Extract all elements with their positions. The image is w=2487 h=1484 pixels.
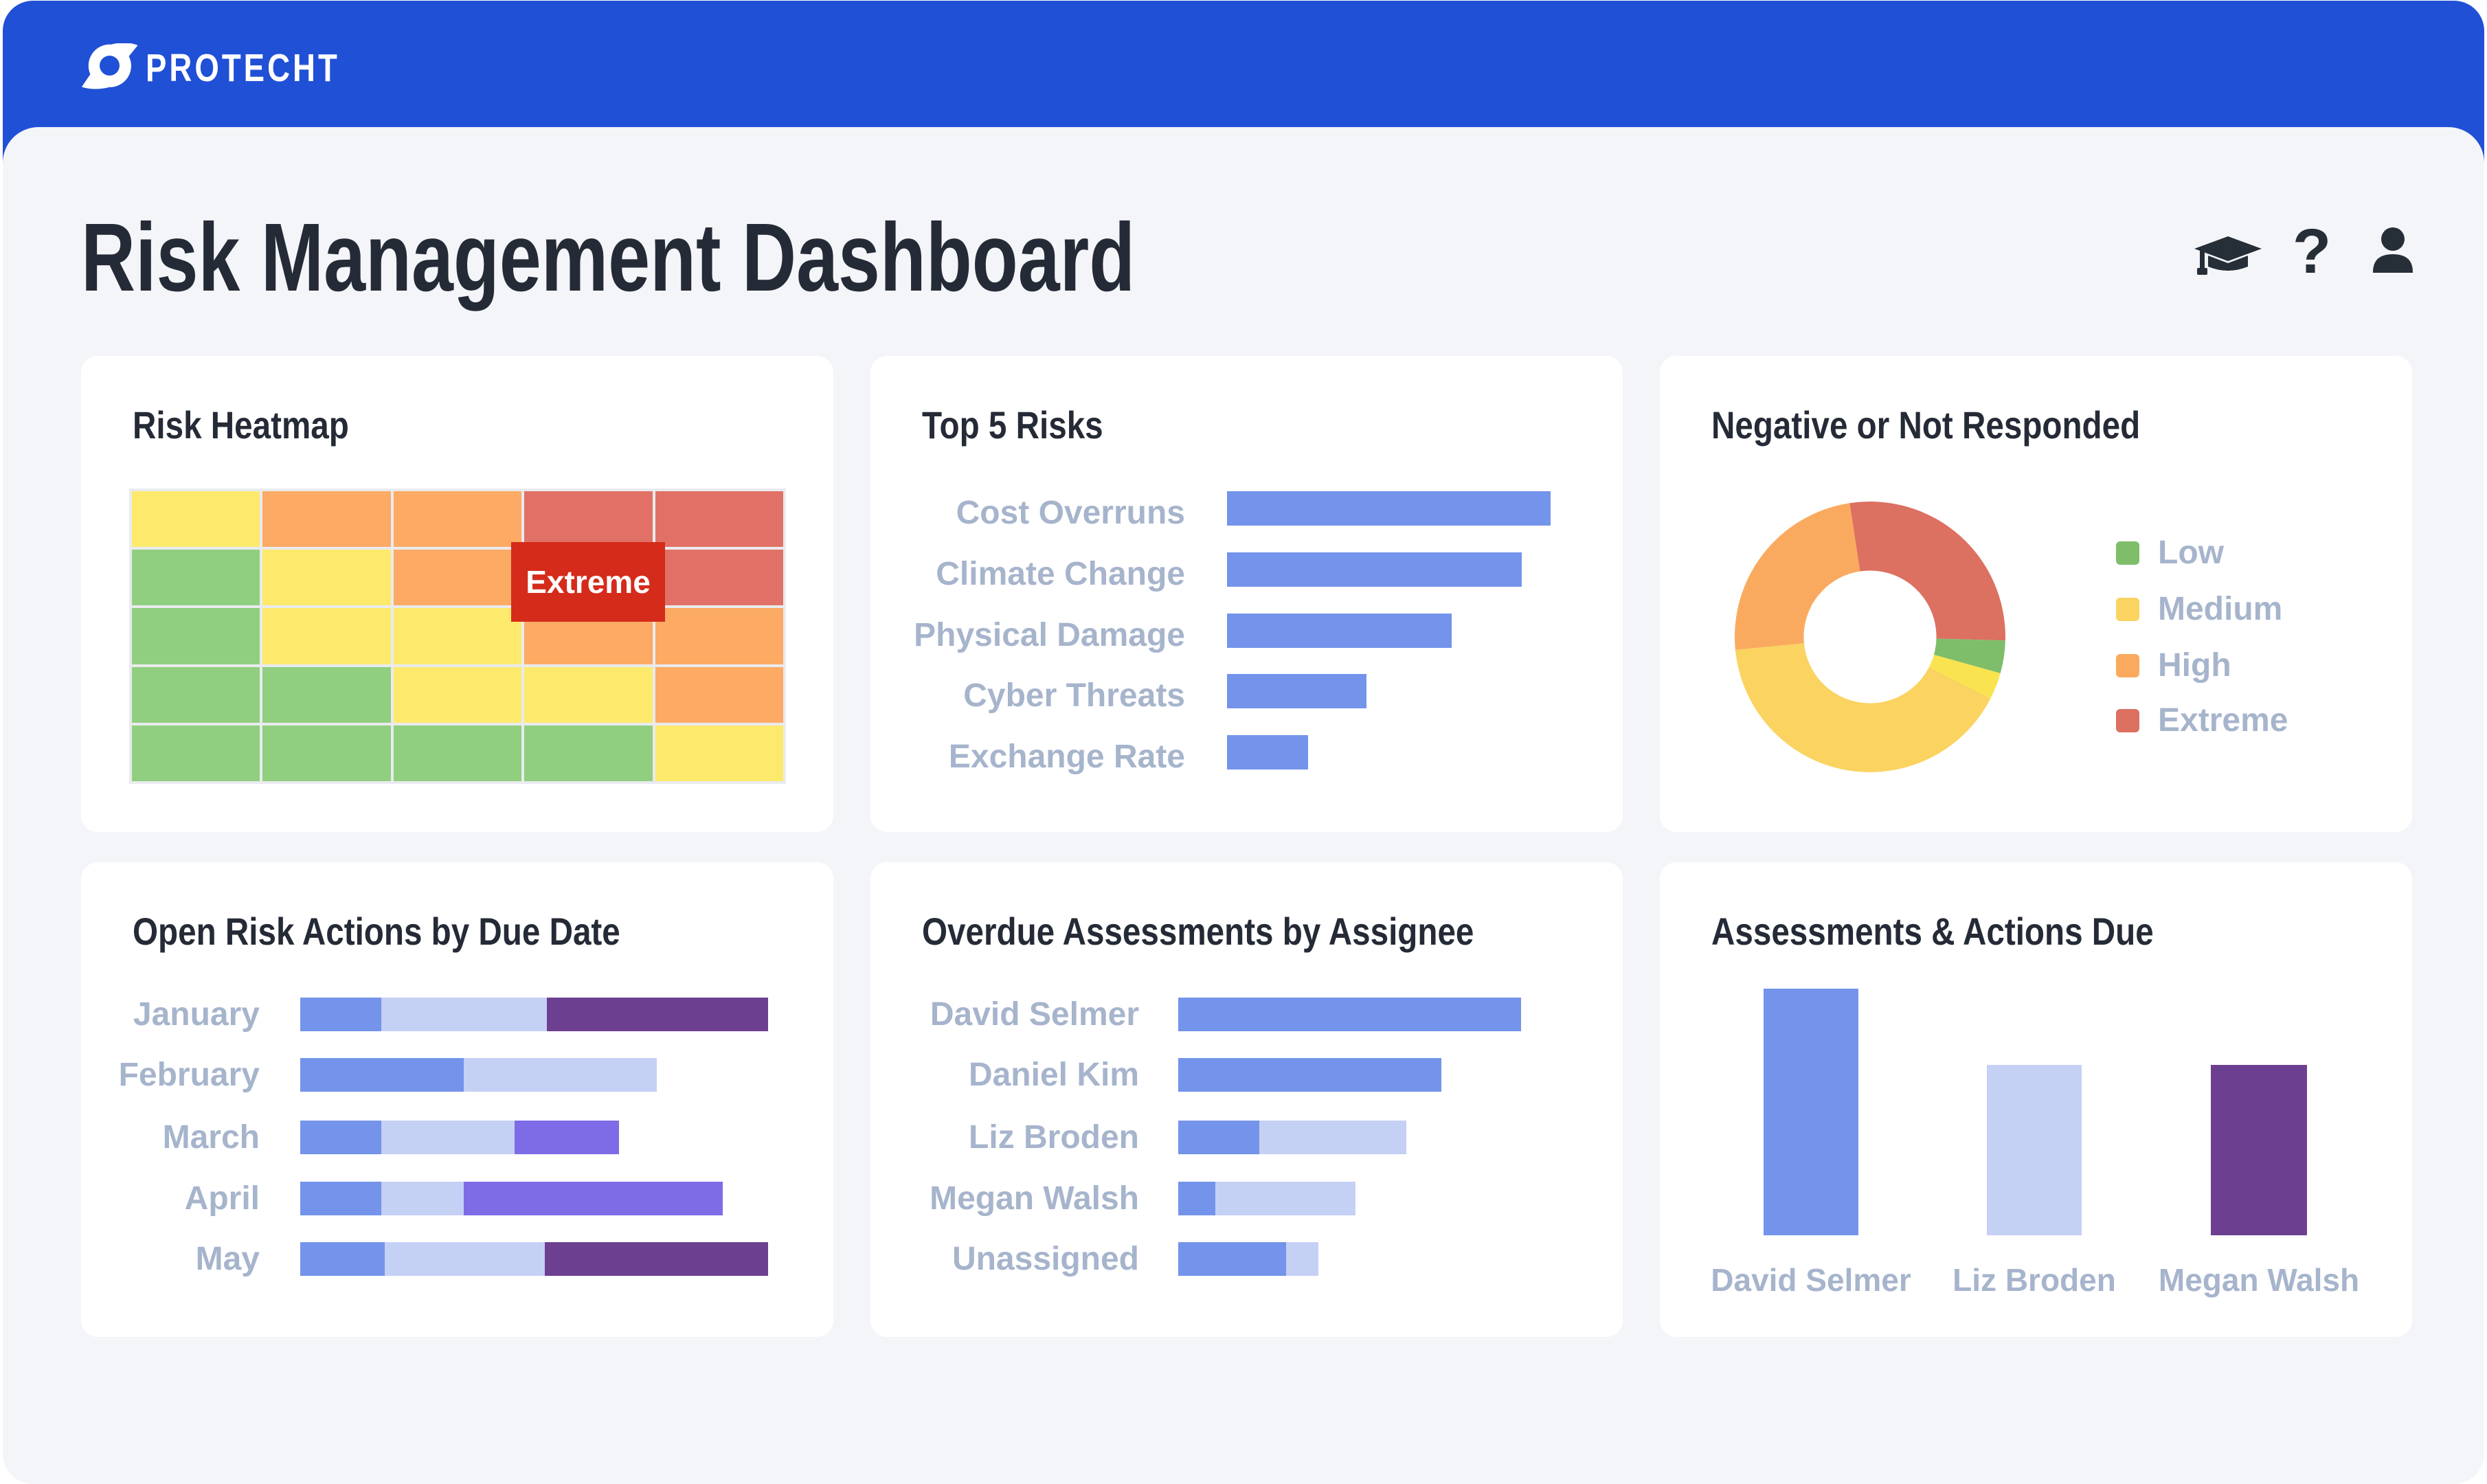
svg-text:?: ? (2293, 224, 2331, 286)
